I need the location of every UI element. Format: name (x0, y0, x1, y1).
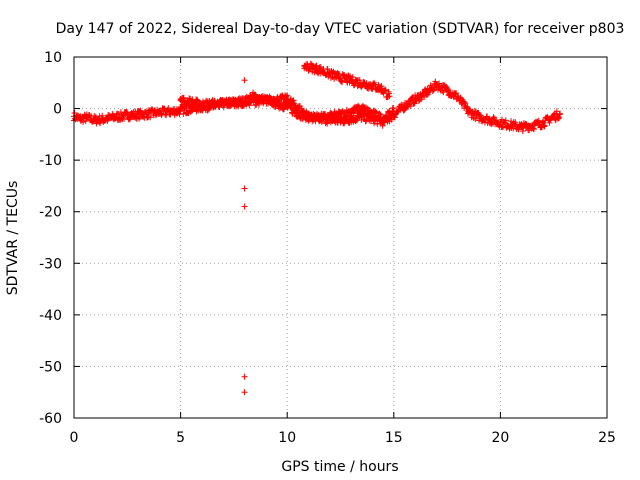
data-point (166, 108, 173, 115)
data-point (335, 74, 342, 81)
data-point (390, 108, 397, 115)
data-point (380, 115, 387, 122)
axes: 0 5 10 15 20 25 10 0 -10 -20 -30 -40 -50 -60 (39, 50, 616, 446)
data-point (343, 76, 350, 83)
data-point (309, 64, 316, 71)
data-point (386, 93, 393, 100)
data-point (241, 98, 248, 105)
data-point (369, 82, 376, 89)
data-point (486, 116, 493, 123)
data-point (326, 113, 333, 120)
y-tick-label: -10 (39, 153, 62, 169)
x-axis-label: GPS time / hours (281, 459, 398, 475)
data-point (508, 122, 515, 129)
plot-frame (73, 56, 608, 419)
data-point (529, 122, 536, 129)
data-point (454, 94, 461, 101)
outlier-point (241, 373, 248, 380)
data-point (358, 113, 365, 120)
x-tick-label: 25 (598, 430, 616, 446)
data-point (476, 113, 483, 120)
data-point (305, 113, 312, 120)
data-point (518, 124, 525, 131)
data-point (465, 108, 472, 115)
data-point (557, 110, 564, 117)
x-tick-label: 15 (385, 430, 403, 446)
data-point (369, 110, 376, 117)
y-tick-label: 10 (44, 50, 62, 66)
data-point (262, 97, 269, 104)
data-point (378, 85, 385, 92)
data-point (412, 96, 419, 103)
data-point (550, 113, 557, 120)
y-tick-label: -60 (39, 411, 62, 427)
data-point (156, 109, 163, 116)
x-tick-label: 0 (70, 430, 79, 446)
chart-title: Day 147 of 2022, Sidereal Day-to-day VTE… (56, 21, 625, 37)
data-point (124, 112, 131, 119)
series-upper-segment (301, 60, 393, 101)
data-point (301, 62, 308, 69)
data-point (318, 67, 325, 74)
data-point (316, 114, 323, 121)
data-point (134, 111, 141, 118)
series-main-track (71, 78, 563, 135)
data-point (145, 110, 152, 117)
data-point (177, 97, 184, 104)
data-point (326, 71, 333, 78)
data-point (358, 105, 365, 112)
x-tick-label: 10 (278, 430, 296, 446)
y-tick-label: 0 (53, 102, 62, 118)
data-points (71, 60, 564, 396)
outlier-point (241, 77, 248, 84)
data-point (198, 101, 205, 108)
data-point (177, 107, 184, 114)
data-point (284, 96, 291, 103)
data-point (337, 111, 344, 118)
data-point (188, 99, 195, 106)
y-axis-label: SDTVAR / TECUs (5, 181, 21, 296)
y-tick-label: -40 (39, 308, 62, 324)
data-point (113, 113, 120, 120)
y-tick-label: -30 (39, 256, 62, 272)
outlier-point (241, 389, 248, 396)
data-point (102, 115, 109, 122)
x-tick-label: 5 (176, 430, 185, 446)
data-point (422, 90, 429, 97)
data-point (352, 78, 359, 85)
data-point (497, 120, 504, 127)
data-point (433, 81, 440, 88)
data-point (401, 102, 408, 109)
data-point (348, 108, 355, 115)
data-point (77, 115, 84, 122)
y-tick-label: -50 (39, 359, 62, 375)
outlier-point (241, 185, 248, 192)
data-point (220, 100, 227, 107)
data-point (92, 116, 99, 123)
data-point (337, 117, 344, 124)
x-tick-label: 20 (491, 430, 509, 446)
data-point (83, 114, 90, 121)
data-point (444, 87, 451, 94)
data-point (540, 120, 547, 127)
data-point (360, 80, 367, 87)
outlier-point (241, 203, 248, 210)
data-point (294, 104, 301, 111)
y-tick-label: -20 (39, 205, 62, 221)
